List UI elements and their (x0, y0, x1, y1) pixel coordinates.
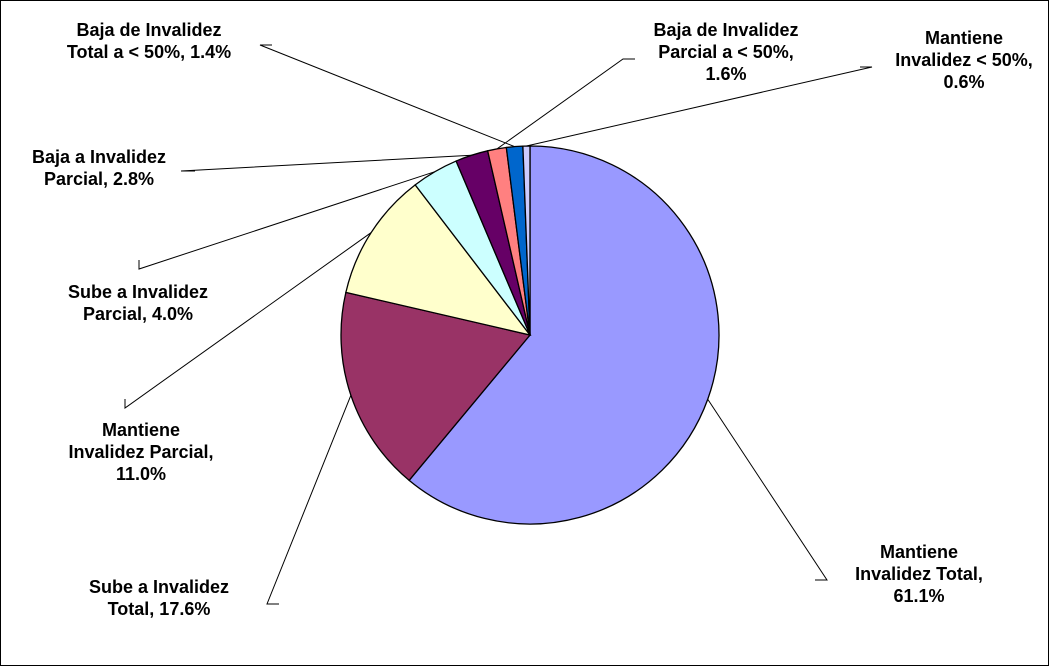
leader-line-6 (496, 58, 635, 150)
leader-line-5 (180, 154, 472, 172)
slice-label-7: Baja de Invalidez Total a < 50%, 1.4% (67, 20, 231, 62)
slice-label-3: Mantiene Invalidez Parcial, 11.0% (68, 420, 213, 484)
pie-slice-2 (340, 291, 532, 482)
slice-label-line: Invalidez Total, (855, 564, 983, 584)
pie-slice-3 (345, 183, 532, 337)
slice-label-line: Parcial, 2.8% (44, 169, 154, 189)
slice-label-line: Invalidez < 50%, (895, 50, 1033, 70)
leader-line-4 (138, 171, 436, 270)
slice-label-line: Total a < 50%, 1.4% (67, 42, 231, 62)
data-labels: Mantiene Invalidez Total, 61.1%Sube a Inva… (32, 20, 1033, 619)
slice-label-line: Invalidez Parcial, (68, 442, 213, 462)
slice-label-line: Baja a Invalidez (32, 147, 166, 167)
slice-label-line: Mantiene (102, 420, 180, 440)
slice-label-line: Sube a Invalidez (89, 577, 229, 597)
slice-label-8: Mantiene Invalidez < 50%, 0.6% (895, 28, 1033, 92)
slice-label-line: Mantiene (880, 542, 958, 562)
slice-label-line: Total, 17.6% (108, 599, 211, 619)
slice-label-2: Sube a Invalidez Total, 17.6% (89, 577, 229, 619)
pie-slice-1 (408, 145, 720, 525)
leader-line-3 (124, 232, 372, 409)
slice-label-line: Baja de Invalidez (653, 20, 798, 40)
leader-line-1 (707, 398, 828, 581)
leader-line-2 (266, 395, 352, 605)
leader-line-8 (526, 66, 873, 147)
slice-label-line: Sube a Invalidez (68, 282, 208, 302)
slice-label-5: Baja a Invalidez Parcial, 2.8% (32, 147, 166, 189)
slice-label-1: Mantiene Invalidez Total, 61.1% (855, 542, 983, 606)
slice-label-4: Sube a Invalidez Parcial, 4.0% (68, 282, 208, 324)
pie-slices (340, 145, 720, 525)
leader-lines (124, 44, 873, 605)
slice-label-line: 11.0% (116, 464, 166, 484)
slice-label-6: Baja de Invalidez Parcial a < 50%, 1.6% (653, 20, 798, 84)
slice-label-line: Parcial a < 50%, (658, 42, 794, 62)
slice-label-line: Mantiene (925, 28, 1003, 48)
leader-line-7 (259, 44, 515, 148)
slice-label-line: Baja de Invalidez (76, 20, 221, 40)
slice-label-line: 61.1% (893, 586, 944, 606)
slice-label-line: Parcial, 4.0% (83, 304, 193, 324)
slice-label-line: 0.6% (943, 72, 984, 92)
slice-label-line: 1.6% (705, 64, 746, 84)
